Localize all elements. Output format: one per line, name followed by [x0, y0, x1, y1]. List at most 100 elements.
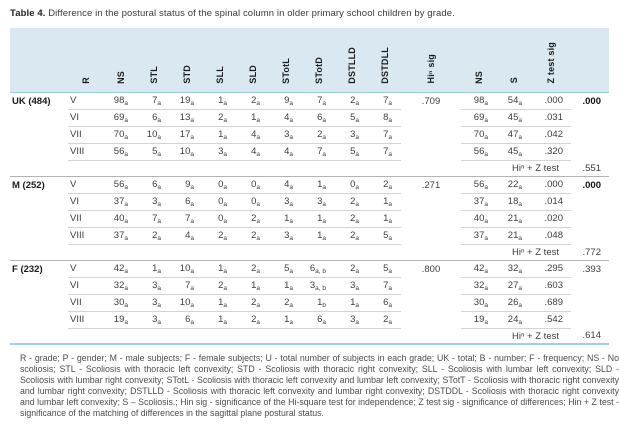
table-row: VI 69a 6a 13a 2a 1a 4a 6a 5a 8a 69a 45a .031 [10, 109, 609, 127]
table-row: VI 37a 3a 6a 0a 0a 3a 3a 2a 1a 37a 18a .014 [10, 193, 609, 211]
value-cell-ns: 19a [104, 311, 137, 329]
subscript: a [388, 319, 392, 327]
subscript: a [355, 302, 359, 310]
value-cell-stl: 1a [137, 260, 170, 278]
s-count-cell: 45a [497, 143, 531, 161]
subscript: a [518, 151, 522, 159]
subscript: a [190, 201, 194, 209]
value-cell-stotl: 3a [269, 193, 302, 211]
subscript: a [518, 201, 522, 209]
value-cell-ns: 42a [104, 260, 137, 278]
column-header-label: STotD [313, 56, 324, 84]
subscript: a [322, 319, 326, 327]
subscript: a [518, 302, 522, 310]
grade-cell: VI [68, 193, 104, 211]
value-cell-sld: 4a [236, 126, 269, 144]
value-cell-dstdll: 5a [368, 260, 401, 278]
value-cell-dstdll: 7a [368, 143, 401, 161]
column-header-stotl: STotL [269, 28, 302, 93]
group-summary-row: Hiⁿ + Z test .614 [10, 328, 609, 345]
s-count-cell: 26a [497, 294, 531, 312]
subscript: a [484, 151, 488, 159]
value-cell-std: 10a [170, 260, 203, 278]
s-count-cell: 54a [497, 92, 531, 110]
value-cell-dstdll: 2a [368, 176, 401, 194]
subscript: a [322, 184, 326, 192]
value-cell-sll: 2a [203, 109, 236, 127]
subscript: a [518, 268, 522, 276]
subscript: a [256, 134, 260, 142]
s-count-cell: 22a [497, 176, 531, 194]
table-row: VII 30a 3a 10a 1a 2a 2a 1b 1a 6a 30a 26a .689 [10, 294, 609, 312]
z-sig-cell: .295 [531, 260, 571, 278]
group-uk-484-: UK (484) V 98a 7a 19a 1a 2a 9a 7a 2a 7a .709 98a 54a.… [10, 92, 609, 177]
subscript: a [518, 117, 522, 125]
value-cell-stotl: 1a [269, 210, 302, 228]
grade-cell: VIII [68, 311, 104, 329]
subscript: a [157, 268, 161, 276]
value-cell-stotd: 7a [302, 92, 335, 110]
value-cell-ns: 69a [104, 109, 137, 127]
subscript: a [388, 218, 392, 226]
value-cell-std: 10a [170, 294, 203, 312]
z-sig-cell: .320 [531, 143, 571, 161]
table-row: VIII 37a 2a 4a 2a 2a 3a 1a 2a 5a 37a 21a .048 [10, 227, 609, 245]
value-cell-stotl: 1a [269, 311, 302, 329]
value-cell-dstlld: 3a [335, 311, 368, 329]
subscript: a [124, 151, 128, 159]
value-cell-dstlld: 2a [335, 210, 368, 228]
column-header-label: S [509, 77, 519, 84]
value-cell-ns: 56a [104, 176, 137, 194]
subscript: a [223, 268, 227, 276]
s-count-cell: 32a [497, 260, 531, 278]
subscript: a [484, 302, 488, 310]
value-cell-sld: 2a [236, 294, 269, 312]
value-cell-stotl: 4a [269, 143, 302, 161]
subscript: a [388, 117, 392, 125]
group-z-sig-cell: .000 [582, 179, 602, 191]
subscript: a [157, 218, 161, 226]
subscript: a [355, 134, 359, 142]
subscript: a [518, 184, 522, 192]
value-cell-stotl: 9a [269, 92, 302, 110]
subscript: a [355, 285, 359, 293]
table-row: VIII 19a 3a 6a 1a 2a 1a 6a 3a 2a 19a 24a .542 [10, 311, 609, 329]
value-cell-dstdll: 7a [368, 126, 401, 144]
value-cell-sld: 2a [236, 311, 269, 329]
table-row: VII 40a 7a 7a 0a 2a 1a 1a 2a 1a 40a 21a .020 [10, 210, 609, 228]
subscript: a [355, 117, 359, 125]
s-count-cell: 21a [497, 227, 531, 245]
subscript: a [256, 285, 260, 293]
z-sig-cell: .031 [531, 109, 571, 127]
value-cell-dstlld: 1a [335, 294, 368, 312]
value-cell-ns: 30a [104, 294, 137, 312]
table-caption: Table 4. Difference in the postural stat… [10, 8, 609, 19]
subscript: a [223, 319, 227, 327]
value-cell-stotd: 1a [302, 210, 335, 228]
subscript: a [157, 285, 161, 293]
value-cell-dstdll: 1a [368, 193, 401, 211]
s-count-cell: 27a [497, 277, 531, 295]
subscript: a [256, 151, 260, 159]
value-cell-std: 13a [170, 109, 203, 127]
value-cell-std: 17a [170, 126, 203, 144]
subscript: a [157, 235, 161, 243]
ns-count-cell: 30a [461, 294, 497, 312]
ns-count-cell: 42a [461, 260, 497, 278]
subscript: a [322, 201, 326, 209]
group-z-sig-cell: .000 [582, 95, 602, 107]
subscript: b [322, 302, 326, 310]
subscript: a [157, 151, 161, 159]
column-header-label: STotL [280, 57, 291, 84]
value-cell-stl: 6a [137, 109, 170, 127]
subscript: a [388, 235, 392, 243]
grade-cell: VI [68, 109, 104, 127]
summary-spacer [68, 160, 461, 177]
subscript: a [223, 117, 227, 125]
value-cell-sll: 0a [203, 210, 236, 228]
subscript: a [322, 134, 326, 142]
subscript: a [322, 100, 326, 108]
subscript: a [190, 117, 194, 125]
subscript: a [388, 201, 392, 209]
postural-status-table: R NS STL STD SLL SLD STotL STotD DSTLLD DSTDLL Hiⁿ… [10, 28, 609, 345]
